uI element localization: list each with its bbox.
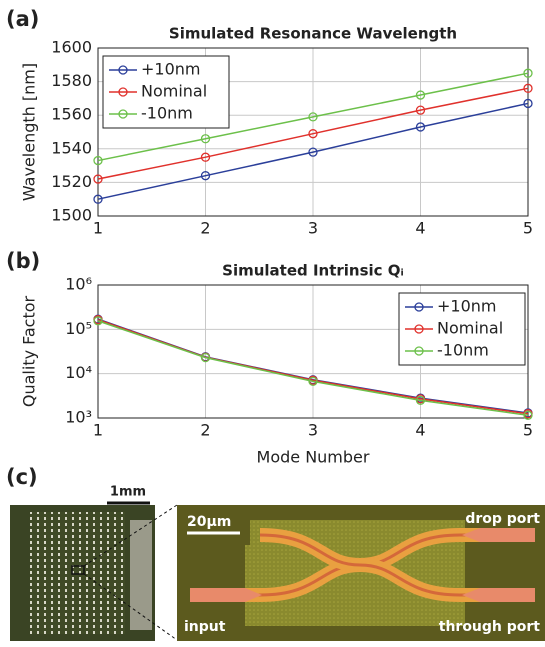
x-axis-label: Mode Number (257, 448, 370, 467)
x-tick-label: 2 (200, 219, 210, 238)
legend-swatch (414, 302, 424, 312)
data-point (523, 83, 533, 93)
legend-swatch (414, 346, 424, 356)
panel-label: (c) (6, 465, 38, 489)
plot-frame (97, 284, 529, 419)
legend-swatch (118, 109, 128, 119)
data-point (200, 134, 211, 144)
y-axis-label: Wavelength [nm] (20, 63, 39, 201)
device-image (177, 505, 545, 641)
data-point (308, 376, 318, 387)
scale-label: 1mm (110, 485, 146, 500)
x-tick-label: 5 (523, 219, 533, 238)
y-tick-label: 10⁵ (65, 319, 92, 338)
data-point (523, 98, 533, 109)
series-line (97, 320, 529, 417)
panel-label: (a) (6, 7, 39, 31)
x-tick-label: 1 (93, 421, 103, 440)
port-label: drop port (465, 511, 540, 527)
x-tick-label: 3 (308, 421, 318, 440)
data-point (415, 105, 426, 115)
x-tick-label: 3 (308, 219, 318, 238)
x-tick-label: 4 (415, 421, 425, 440)
y-tick-label: 1560 (51, 105, 92, 124)
y-tick-label: 10⁴ (65, 363, 92, 382)
data-point (523, 68, 533, 78)
x-tick-label: 5 (523, 421, 533, 440)
y-tick-label: 1500 (51, 206, 92, 225)
y-axis-label: Quality Factor (20, 295, 39, 407)
legend-swatch (118, 65, 128, 75)
port-label: input (184, 619, 226, 635)
data-point (308, 147, 318, 157)
data-point (93, 194, 103, 204)
y-tick-label: 1540 (51, 138, 92, 157)
zoom-line (83, 504, 178, 567)
chart-title: Simulated Resonance Wavelength (169, 25, 457, 43)
data-point (200, 152, 211, 162)
data-point (308, 129, 318, 139)
data-point (200, 352, 211, 363)
legend-swatch (118, 87, 128, 97)
data-point (93, 174, 103, 184)
data-point (415, 395, 426, 406)
y-tick-label: 1600 (51, 38, 92, 57)
data-point (415, 90, 426, 100)
legend-label: -10nm (141, 104, 193, 123)
series-line (97, 102, 529, 200)
data-point (200, 171, 211, 181)
legend-swatch (414, 324, 424, 334)
scale-label: 20μm (187, 514, 231, 530)
series-line (97, 87, 529, 180)
panel-label: (b) (6, 249, 40, 273)
y-tick-label: 1580 (51, 71, 92, 90)
x-tick-label: 1 (93, 219, 103, 238)
legend-label: Nominal (437, 319, 503, 338)
chart-title: Simulated Intrinsic Qᵢ (222, 262, 404, 280)
legend-label: Nominal (141, 82, 207, 101)
x-tick-label: 2 (200, 421, 210, 440)
data-point (308, 112, 318, 122)
series-line (97, 72, 529, 162)
data-point (523, 410, 533, 420)
data-point (415, 122, 426, 132)
y-tick-label: 10³ (65, 408, 92, 427)
y-tick-label: 10⁶ (65, 275, 92, 294)
x-tick-label: 4 (415, 219, 425, 238)
legend-label: -10nm (437, 341, 489, 360)
data-point (93, 155, 103, 166)
port-label: through port (439, 619, 541, 635)
legend-label: +10nm (437, 297, 497, 316)
legend-label: +10nm (141, 60, 201, 79)
chip-image (10, 505, 155, 641)
plot-frame (97, 47, 529, 217)
y-tick-label: 1520 (51, 172, 92, 191)
zoom-line (83, 573, 178, 641)
data-point (93, 316, 103, 326)
